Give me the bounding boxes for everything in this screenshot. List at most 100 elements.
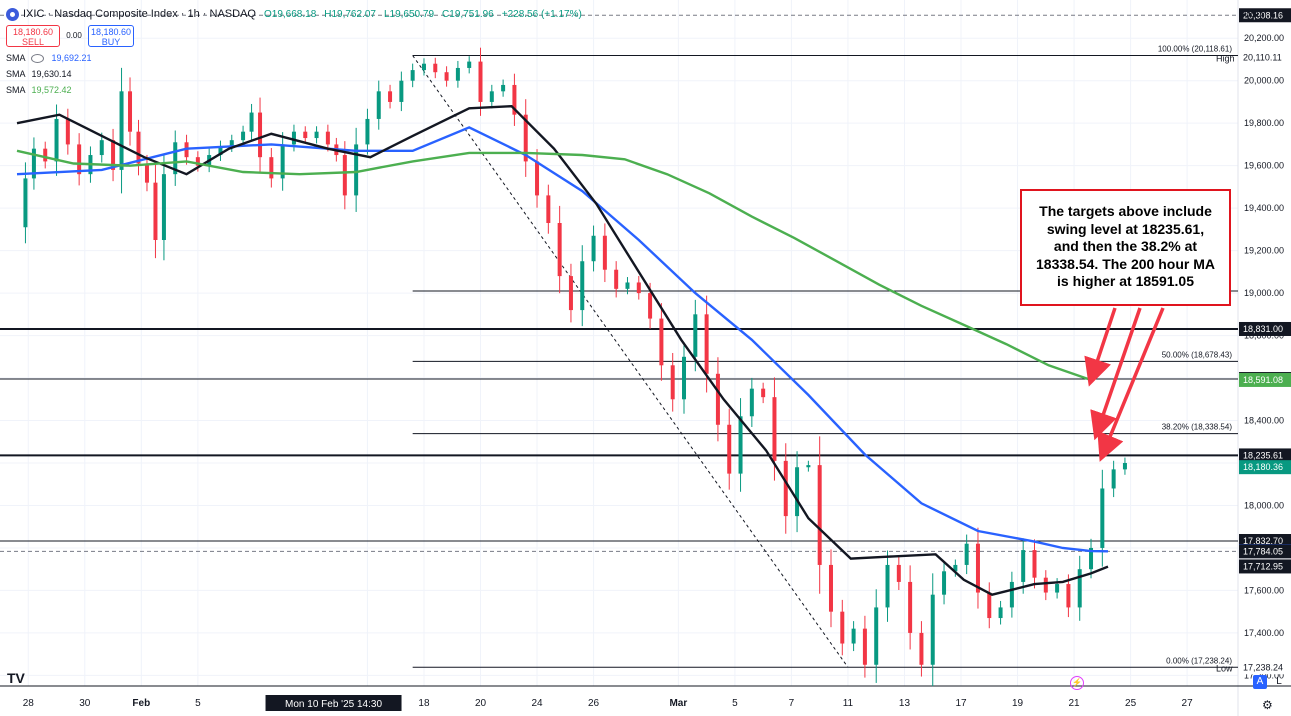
candle-body — [325, 131, 330, 145]
price-tag-bg — [1239, 559, 1291, 574]
y-tick-label: 19,800.00 — [1244, 118, 1284, 128]
candle-body — [455, 67, 460, 81]
candle-body — [153, 182, 158, 240]
candle-body — [218, 146, 223, 156]
x-tick-label: 7 — [789, 698, 795, 709]
candle-body — [535, 161, 540, 196]
candle-body — [433, 63, 438, 73]
candle-body — [478, 61, 483, 102]
candle-body — [987, 592, 992, 619]
candle-body — [1066, 584, 1071, 608]
ohlc-change: +228.56 (+1.17%) — [501, 8, 582, 20]
y-tick-label: 18,400.00 — [1244, 416, 1284, 426]
candle-body — [840, 611, 845, 644]
eye-icon[interactable] — [30, 53, 44, 63]
candle-body — [99, 140, 104, 156]
candle-body — [1089, 547, 1094, 570]
candle-body — [964, 543, 969, 565]
crosshair-date-label: Mon 10 Feb '25 14:30 — [285, 699, 382, 710]
candle-body — [885, 564, 890, 608]
candle-body — [376, 91, 381, 119]
event-flag-icon[interactable]: ⚡ — [1070, 676, 1084, 690]
x-tick-label: 28 — [23, 698, 35, 709]
symbol[interactable]: IXIC — [23, 8, 45, 20]
x-tick-label: 5 — [195, 698, 201, 709]
sell-label: SELL — [21, 37, 45, 47]
candle-body — [421, 63, 426, 71]
x-tick-label: 30 — [79, 698, 91, 709]
candle-body — [772, 397, 777, 461]
price-tag-bg — [1239, 321, 1291, 336]
price-tag-bg — [1239, 448, 1291, 463]
candle-body — [314, 131, 319, 139]
price-tag-label: 20,308.16 — [1243, 10, 1283, 20]
candle-body — [625, 282, 630, 289]
sma-line — [16, 149, 1092, 382]
price-tag-bg — [1239, 8, 1291, 23]
buy-button[interactable]: 18,180.60 BUY — [88, 25, 134, 47]
y-tick-label: 19,600.00 — [1244, 161, 1284, 171]
candle-body — [670, 365, 675, 400]
indicator-sma-black[interactable]: SMA 19,630.14 — [6, 68, 72, 80]
x-tick-label: 17 — [955, 698, 967, 709]
y-tick-label: 19,000.00 — [1244, 288, 1284, 298]
candle-body — [280, 144, 285, 179]
candle-body — [591, 235, 596, 262]
candle-body — [258, 112, 263, 158]
auto-scale-button[interactable]: A — [1253, 675, 1267, 689]
indicator-label: SMA — [6, 69, 26, 79]
indicator-sma-green[interactable]: SMA 19,572.42 — [6, 84, 72, 96]
sell-button[interactable]: 18,180.60 SELL — [6, 25, 60, 47]
annotation-arrow — [1090, 307, 1142, 441]
candle-body — [111, 140, 116, 170]
candle-body — [1100, 488, 1105, 548]
fib-trend-line — [412, 55, 849, 668]
candle-body — [229, 140, 234, 147]
chart-header: IXIC · Nasdaq Composite Index · 1h · NAS… — [6, 6, 582, 22]
candle-body — [580, 261, 585, 311]
y-tick-label: 17,400.00 — [1244, 628, 1284, 638]
candle-body — [930, 594, 935, 665]
price-tag-label: 18,831.00 — [1243, 324, 1283, 334]
annotation-line: is higher at 18591.05 — [1057, 273, 1194, 289]
candle-body — [761, 388, 766, 398]
candle-body — [715, 373, 720, 425]
candle-body — [806, 465, 811, 468]
gear-icon[interactable]: ⚙ — [1262, 698, 1273, 712]
candle-body — [128, 91, 133, 132]
x-tick-label: 25 — [1125, 698, 1137, 709]
candle-body — [636, 282, 641, 294]
candle-body — [602, 235, 607, 270]
fib-level-label: 100.00% (20,118.61) — [1158, 45, 1232, 54]
candle-body — [241, 131, 246, 141]
annotation-line: 18338.54. The 200 hour MA — [1036, 255, 1215, 272]
ohlc-high: H19,762.07 — [324, 8, 376, 20]
log-scale-button[interactable]: L — [1276, 676, 1282, 687]
x-tick-label: 27 — [1182, 698, 1194, 709]
indicator-label: SMA — [6, 53, 26, 63]
sell-price: 18,180.60 — [12, 27, 54, 37]
annotation-arrow — [1084, 307, 1117, 387]
candle-body — [195, 157, 200, 166]
x-tick-label: 18 — [418, 698, 430, 709]
price-tag-bg — [1239, 50, 1291, 65]
annotation-line: and then the 38.2% at — [1053, 238, 1198, 254]
price-tag-note: Low — [1216, 663, 1233, 673]
candle-body — [54, 118, 59, 162]
candle-body — [693, 314, 698, 357]
candle-body — [249, 112, 254, 132]
candle-body — [568, 276, 573, 311]
price-tag-label: 17,712.95 — [1243, 561, 1283, 571]
candle-body — [614, 269, 619, 289]
symbol-name: Nasdaq Composite Index — [54, 8, 178, 20]
candle-body — [523, 114, 528, 162]
interval[interactable]: 1h — [187, 8, 200, 20]
y-tick-label: 20,000.00 — [1244, 76, 1284, 86]
candle-body — [136, 131, 141, 164]
candle-body — [557, 223, 562, 277]
currency-label[interactable]: USD — [1244, 9, 1264, 19]
indicator-sma-blue[interactable]: SMA 19,692.21 — [6, 52, 92, 64]
price-tag-label: 18,235.61 — [1243, 450, 1283, 460]
x-tick-label: 13 — [899, 698, 911, 709]
